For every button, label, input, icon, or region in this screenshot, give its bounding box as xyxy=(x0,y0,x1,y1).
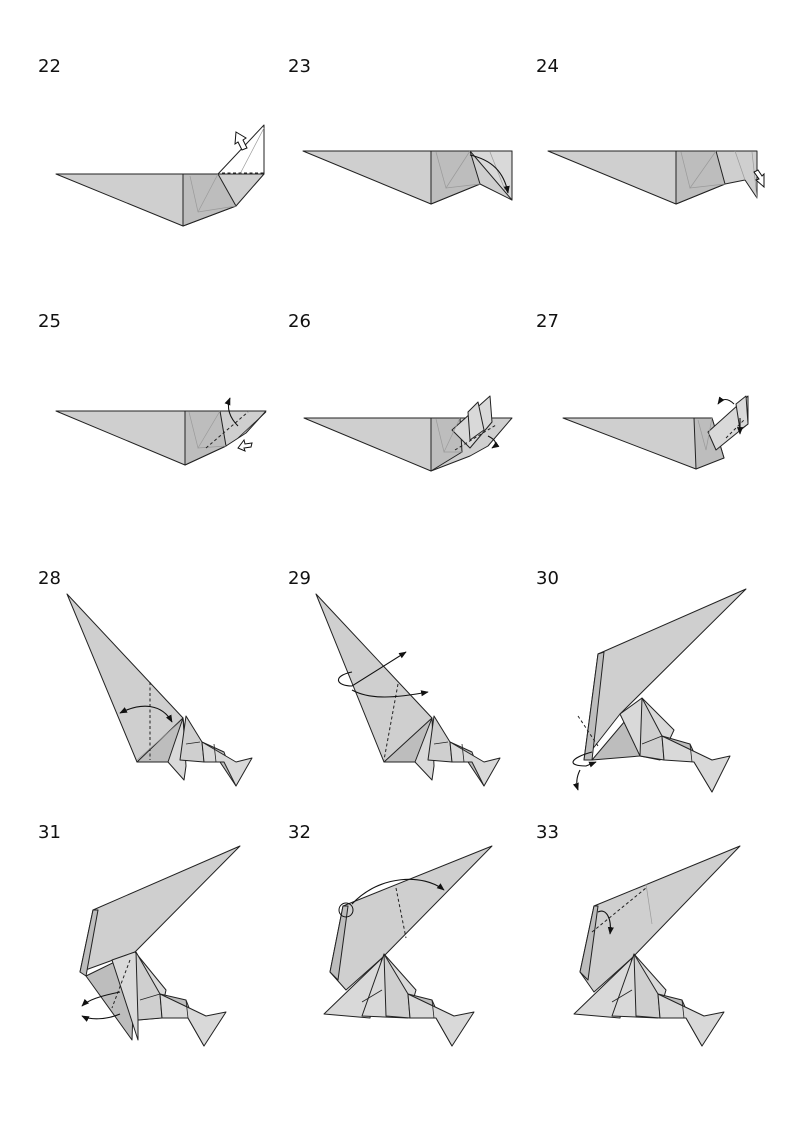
fold-arrow-icon xyxy=(351,878,445,905)
step-33: 33 xyxy=(536,822,741,1047)
step-23-figure xyxy=(302,150,513,205)
push-arrow-icon xyxy=(237,438,253,452)
step-25-figure xyxy=(55,397,267,466)
step-32-figure xyxy=(323,845,493,1047)
step-31-figure xyxy=(79,845,241,1047)
fold-arrow-icon xyxy=(469,154,510,194)
fold-arrow-icon xyxy=(337,651,407,687)
step-number: 29 xyxy=(288,568,311,589)
step-30-figure xyxy=(572,588,747,793)
fold-arrow-icon xyxy=(597,910,614,935)
step-28-figure xyxy=(66,593,253,787)
step-number: 28 xyxy=(38,568,61,589)
fold-arrow-icon xyxy=(572,769,581,791)
step-26-figure xyxy=(303,395,513,472)
step-number: 31 xyxy=(38,822,61,843)
step-number: 22 xyxy=(38,56,61,77)
step-33-figure xyxy=(573,845,741,1047)
step-27: 27 xyxy=(536,311,749,470)
push-arrow-icon xyxy=(234,131,248,151)
step-number: 25 xyxy=(38,311,61,332)
fold-arrow-icon xyxy=(81,991,121,1007)
push-arrow-icon xyxy=(753,169,765,189)
step-27-figure xyxy=(562,395,749,470)
fold-arrow-icon xyxy=(572,751,597,768)
step-number: 26 xyxy=(288,311,311,332)
step-number: 33 xyxy=(536,822,559,843)
step-30: 30 xyxy=(536,568,747,793)
step-number: 27 xyxy=(536,311,559,332)
fold-arrow-icon xyxy=(81,1013,121,1022)
step-25: 25 xyxy=(38,311,267,466)
step-number: 23 xyxy=(288,56,311,77)
step-22: 22 xyxy=(38,56,265,227)
pivot-circle-icon xyxy=(338,902,354,918)
fold-arrow-icon xyxy=(487,435,500,449)
fold-arrow-icon xyxy=(351,689,429,698)
step-22-figure xyxy=(55,124,265,227)
fold-arrow-icon xyxy=(224,397,239,427)
step-26: 26 xyxy=(288,311,513,472)
fold-arrow-icon xyxy=(717,396,735,405)
step-24-figure xyxy=(547,150,765,205)
step-number: 30 xyxy=(536,568,559,589)
step-number: 24 xyxy=(536,56,559,77)
fold-arrow-icon xyxy=(119,705,173,723)
step-number: 32 xyxy=(288,822,311,843)
step-32: 32 xyxy=(288,822,493,1047)
step-29: 29 xyxy=(288,568,501,787)
step-31: 31 xyxy=(38,822,241,1047)
step-24: 24 xyxy=(536,56,765,205)
step-23: 23 xyxy=(288,56,513,205)
step-29-figure xyxy=(315,593,501,787)
step-28: 28 xyxy=(38,568,253,787)
